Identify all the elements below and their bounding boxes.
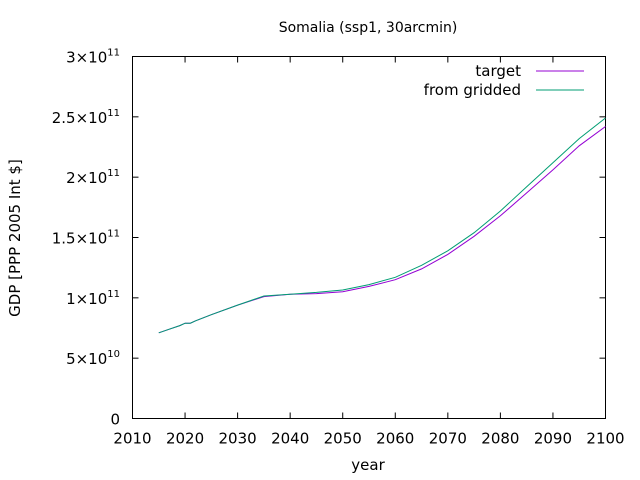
x-tick-label: 2050 <box>324 430 362 448</box>
y-tick-label: 2.5×1011 <box>52 108 120 127</box>
plot-frame <box>132 56 606 419</box>
x-tick-label: 2080 <box>481 430 519 448</box>
x-tick-label: 2100 <box>586 430 624 448</box>
y-tick-mantissa: 1.5×10 <box>52 230 108 248</box>
y-axis-title: GDP [PPP 2005 Int $] <box>6 159 24 317</box>
y-tick-exponent: 11 <box>107 48 120 59</box>
y-axis: 05×10101×10111.5×10112×10112.5×10113×101… <box>52 48 606 429</box>
y-tick-mantissa: 0 <box>110 411 120 429</box>
y-tick-mantissa: 2×10 <box>66 169 107 187</box>
y-tick-label: 3×1011 <box>66 48 120 67</box>
y-tick-mantissa: 5×10 <box>66 350 107 368</box>
y-tick-mantissa: 1×10 <box>66 290 107 308</box>
y-tick-mantissa: 3×10 <box>66 49 107 67</box>
x-tick-label: 2070 <box>429 430 467 448</box>
y-tick-label: 5×1010 <box>66 349 120 368</box>
x-axis: 2010 2020 2030 2040 2050 2060 2070 2080 2090 2100 <box>113 56 625 448</box>
chart-title: Somalia (ssp1, 30arcmin) <box>279 20 458 36</box>
y-tick-label: 0 <box>110 411 120 429</box>
y-tick-mantissa: 2.5×10 <box>52 109 108 127</box>
x-tick-label: 2090 <box>534 430 572 448</box>
x-axis-title: year <box>351 456 385 474</box>
y-tick-label: 2×1011 <box>66 168 120 187</box>
y-tick-exponent: 11 <box>107 108 120 119</box>
x-tick-label: 2030 <box>219 430 257 448</box>
x-tick-label: 2020 <box>166 430 204 448</box>
x-tick-label: 2040 <box>271 430 309 448</box>
y-tick-label: 1×1011 <box>66 289 120 308</box>
x-tick-label: 2060 <box>376 430 414 448</box>
series-lines <box>158 117 606 334</box>
y-tick-exponent: 10 <box>107 349 120 360</box>
y-tick-exponent: 11 <box>107 168 120 179</box>
series-line-from-gridded <box>158 117 606 334</box>
legend-label: target <box>475 62 521 80</box>
x-tick-label: 2010 <box>113 430 151 448</box>
y-tick-label: 1.5×1011 <box>52 229 120 248</box>
legend-label: from gridded <box>424 81 521 99</box>
series-line-target <box>158 126 606 334</box>
y-tick-exponent: 11 <box>107 229 120 240</box>
y-tick-exponent: 11 <box>107 289 120 300</box>
